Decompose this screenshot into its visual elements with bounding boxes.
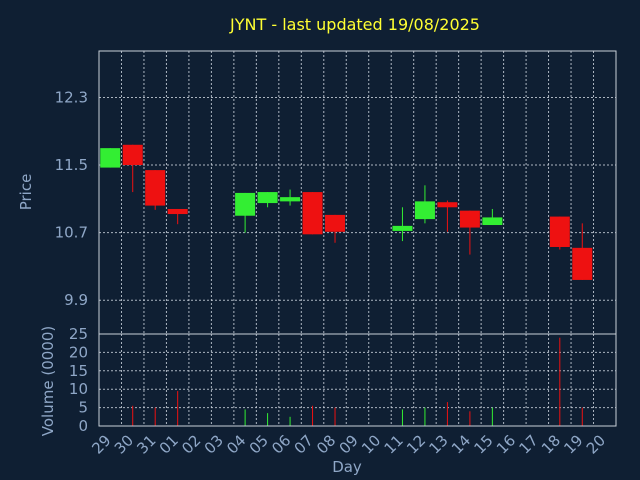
volume-tick-label: 0 <box>78 417 88 435</box>
chart-title: JYNT - last updated 19/08/2025 <box>229 15 480 34</box>
candle-body <box>235 193 255 216</box>
volume-tick-label: 25 <box>69 325 88 343</box>
day-tick-labels: 2930310102030405060708091011121314151617… <box>88 431 609 457</box>
candle-body <box>550 217 570 247</box>
candle <box>303 192 323 234</box>
candle-body <box>325 215 345 232</box>
candle-body <box>572 248 592 280</box>
candle-body <box>392 226 412 231</box>
candle-body <box>303 192 323 234</box>
candle <box>145 170 165 210</box>
price-tick-label: 11.5 <box>55 156 88 174</box>
candle <box>100 148 120 167</box>
candle-body <box>258 192 278 203</box>
volume-tick-label: 15 <box>69 362 88 380</box>
candle-body <box>100 148 120 167</box>
price-tick-label: 12.3 <box>55 88 88 106</box>
volume-tick-label: 10 <box>69 380 88 398</box>
candle-body <box>168 209 188 214</box>
price-axis-label: Price <box>17 174 35 211</box>
candle-body <box>415 201 435 219</box>
day-axis-label: Day <box>332 458 362 476</box>
candle-body <box>280 197 300 201</box>
volume-tick-label: 20 <box>69 343 88 361</box>
price-tick-label: 9.9 <box>64 291 88 309</box>
volume-axis-label: Volume (0000) <box>39 326 57 436</box>
volume-tick-label: 5 <box>78 399 88 417</box>
candle-body <box>482 217 502 225</box>
candle-body <box>123 145 143 165</box>
price-tick-label: 10.7 <box>55 224 88 242</box>
candle-body <box>437 202 457 207</box>
candle-body <box>145 170 165 205</box>
candle-body <box>460 211 480 228</box>
candle <box>550 217 570 250</box>
